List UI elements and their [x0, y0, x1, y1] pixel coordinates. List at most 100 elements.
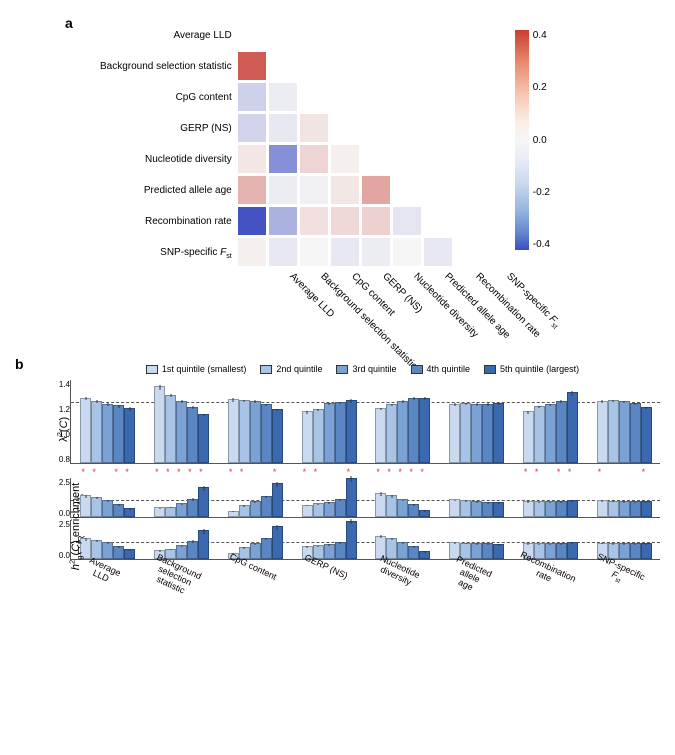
bar — [187, 499, 198, 517]
heatmap-cell — [361, 237, 391, 267]
colorbar-tick: -0.2 — [533, 187, 550, 198]
error-bar — [107, 500, 108, 502]
error-bar — [624, 501, 625, 503]
bar — [198, 487, 209, 517]
star-icon: * — [398, 467, 402, 477]
bar — [198, 530, 209, 559]
bar — [449, 404, 460, 463]
bar — [302, 411, 313, 463]
bar-group — [80, 495, 135, 517]
bar — [523, 501, 534, 517]
error-bar — [340, 402, 341, 404]
bar — [176, 401, 187, 463]
bar-chart — [70, 478, 660, 518]
error-bar — [624, 401, 625, 403]
bar — [346, 478, 357, 517]
error-bar — [550, 404, 551, 406]
bar — [493, 502, 504, 517]
chart-row: 2.50.0EAS — [70, 478, 665, 518]
bar — [313, 409, 324, 463]
bar-chart — [70, 380, 660, 464]
heatmap-cell — [237, 113, 267, 143]
error-bar — [380, 408, 381, 410]
error-bar — [192, 406, 193, 408]
bar — [113, 546, 124, 559]
bar-group — [375, 493, 430, 517]
colorbar-ticks: 0.40.20.0-0.2-0.4 — [533, 30, 550, 250]
bar — [460, 403, 471, 463]
error-bar — [635, 403, 636, 405]
legend-item: 1st quintile (smallest) — [146, 364, 247, 374]
bar — [482, 404, 493, 463]
error-bar — [635, 544, 636, 546]
error-bar — [498, 544, 499, 546]
error-bar — [561, 543, 562, 545]
bar — [471, 501, 482, 517]
bar — [313, 503, 324, 517]
panel-a-label: a — [65, 15, 73, 31]
heatmap-ylabels: Average LLDBackground selection statisti… — [100, 20, 232, 268]
bar — [335, 499, 346, 517]
error-bar — [170, 549, 171, 551]
bar — [449, 499, 460, 517]
error-bar — [624, 543, 625, 545]
heatmap-cell — [299, 144, 329, 174]
bar-group — [228, 483, 283, 517]
bar-group — [523, 392, 578, 463]
error-bar — [277, 482, 278, 487]
error-bar — [118, 405, 119, 407]
bar — [324, 502, 335, 517]
error-bar — [233, 511, 234, 513]
bar — [261, 404, 272, 463]
error-bar — [646, 407, 647, 409]
heatmap-cell — [268, 144, 298, 174]
bar-group — [597, 500, 652, 517]
bar — [397, 499, 408, 517]
chart-row: 1.41.21.00.8λ2(C)***********************… — [70, 380, 665, 464]
error-bar — [572, 542, 573, 544]
bar-group — [449, 499, 504, 517]
error-bar — [413, 504, 414, 506]
heatmap-cell — [268, 175, 298, 205]
error-bar — [85, 495, 86, 498]
error-bar — [96, 400, 97, 402]
bar — [80, 398, 91, 463]
legend-item: 2nd quintile — [260, 364, 322, 374]
bar — [250, 401, 261, 463]
error-bar — [646, 544, 647, 546]
error-bar — [192, 540, 193, 543]
bar — [154, 507, 165, 517]
colorbar-tick: 0.4 — [533, 30, 550, 41]
bar-group — [597, 400, 652, 463]
heatmap-cell — [237, 237, 267, 267]
bar — [346, 521, 357, 559]
bar — [250, 501, 261, 517]
heatmap-cell — [237, 206, 267, 236]
heatmap-cell — [299, 237, 329, 267]
bar — [124, 508, 135, 517]
heatmap-ylabel: Average LLD — [174, 20, 232, 51]
bar — [124, 408, 135, 463]
error-bar — [192, 498, 193, 501]
error-bar — [351, 519, 352, 525]
bar — [113, 405, 124, 463]
error-bar — [118, 546, 119, 548]
bar — [375, 408, 386, 463]
heatmap-area: Average LLDBackground selection statisti… — [100, 20, 665, 268]
error-bar — [528, 411, 529, 413]
bar — [619, 543, 630, 559]
heatmap-cell — [237, 82, 267, 112]
legend-label: 2nd quintile — [276, 364, 322, 374]
heatmap-cell — [237, 175, 267, 205]
bar-group — [80, 398, 135, 463]
error-bar — [424, 397, 425, 401]
star-icon: * — [125, 467, 129, 477]
error-bar — [413, 397, 414, 399]
bar — [239, 505, 250, 517]
error-bar — [329, 502, 330, 504]
bar — [523, 411, 534, 463]
bar — [386, 404, 397, 463]
star-icon: * — [387, 467, 391, 477]
bar — [471, 404, 482, 463]
star-icon: * — [229, 467, 233, 477]
